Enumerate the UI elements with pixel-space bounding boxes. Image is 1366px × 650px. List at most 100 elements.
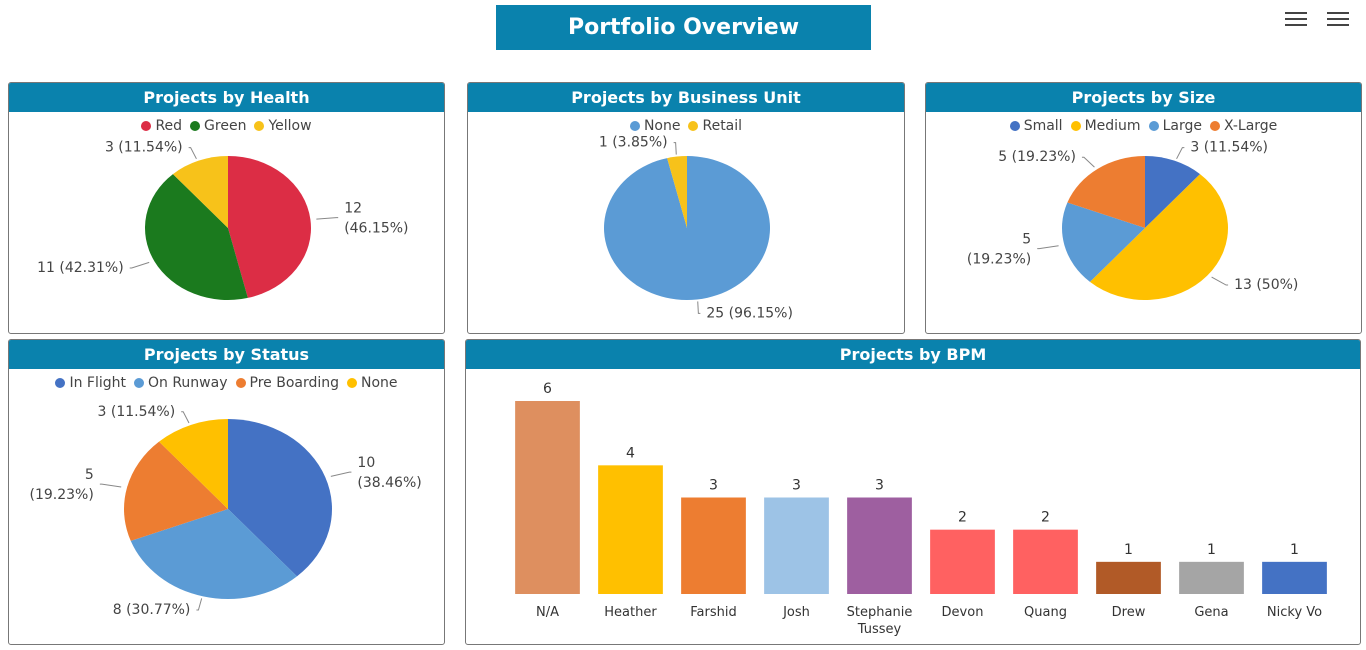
legend-label: Green bbox=[204, 118, 247, 134]
pie-slice-red[interactable] bbox=[228, 156, 311, 298]
bar-chart: 6 N/A 4 Heather 3 Farshid 3 Josh 3 Stephanie Tusse… bbox=[515, 381, 1327, 637]
menu-icon[interactable] bbox=[1285, 12, 1307, 28]
pie-slice-yellow[interactable] bbox=[172, 156, 228, 228]
leader-line bbox=[1211, 276, 1229, 286]
bar-drew[interactable] bbox=[1096, 561, 1161, 594]
legend-marker bbox=[141, 121, 152, 131]
bar-quang[interactable] bbox=[1013, 529, 1078, 594]
legend-item-none[interactable]: None bbox=[347, 375, 398, 391]
data-label: 3 (11.54%) bbox=[98, 404, 176, 420]
bar-value-label: 6 bbox=[543, 381, 552, 397]
legend-item-pre-boarding[interactable]: Pre Boarding bbox=[235, 375, 340, 391]
leader-line bbox=[188, 147, 197, 160]
data-label: 3 (11.54%) bbox=[1190, 140, 1268, 156]
legend-label: On Runway bbox=[147, 375, 228, 391]
data-label: 3 (11.54%) bbox=[105, 140, 183, 156]
pie-slice-x-large[interactable] bbox=[1067, 156, 1145, 228]
legend-item-x-large[interactable]: X-Large bbox=[1209, 118, 1278, 134]
legend-marker bbox=[1209, 121, 1220, 131]
pie-slice-none[interactable] bbox=[603, 156, 770, 300]
legend-marker bbox=[55, 378, 66, 388]
data-label: 8 (30.77%) bbox=[113, 602, 191, 618]
legend-marker bbox=[254, 121, 265, 131]
legend-marker bbox=[347, 378, 358, 388]
x-tick-label: Devon bbox=[942, 605, 984, 620]
pie-slice-on-runway[interactable] bbox=[130, 509, 297, 599]
legend-label: X-Large bbox=[1223, 118, 1278, 134]
legend-item-yellow[interactable]: Yellow bbox=[254, 118, 312, 134]
data-label: (19.23%) bbox=[967, 252, 1031, 268]
bar-nicky-vo[interactable] bbox=[1262, 561, 1327, 594]
leader-line bbox=[99, 483, 122, 488]
legend-item-large[interactable]: Large bbox=[1148, 118, 1202, 134]
leader-line bbox=[129, 261, 150, 269]
panel-title: Projects by BPM bbox=[466, 340, 1360, 369]
x-tick-label: Farshid bbox=[690, 605, 736, 620]
legend-marker bbox=[235, 378, 246, 388]
pie-slice-large[interactable] bbox=[1062, 202, 1145, 282]
pie-slice-green[interactable] bbox=[145, 174, 248, 300]
pie-chart: 25 (96.15%) 1 (3.85%) bbox=[599, 135, 793, 322]
data-label: 11 (42.31%) bbox=[37, 260, 124, 276]
leader-line bbox=[196, 598, 203, 611]
legend-item-red[interactable]: Red bbox=[141, 118, 182, 134]
x-tick-label: Tussey bbox=[857, 622, 902, 637]
leader-line bbox=[330, 471, 352, 477]
data-label: (19.23%) bbox=[30, 487, 94, 503]
legend-label: In Flight bbox=[69, 375, 126, 391]
bar-devon[interactable] bbox=[930, 529, 995, 594]
pie-slice-medium[interactable] bbox=[1089, 174, 1228, 300]
pie-slice-retail[interactable] bbox=[667, 156, 687, 228]
page-title: Portfolio Overview bbox=[496, 5, 871, 50]
legend-item-on-runway[interactable]: On Runway bbox=[133, 375, 228, 391]
legend-label: Small bbox=[1023, 118, 1063, 134]
legend-marker bbox=[1148, 121, 1159, 131]
chart-legend: Small Medium Large X-Large bbox=[926, 118, 1361, 134]
bar-josh[interactable] bbox=[764, 497, 829, 595]
legend-item-small[interactable]: Small bbox=[1009, 118, 1063, 134]
legend-label: None bbox=[361, 375, 398, 391]
menu-icon[interactable] bbox=[1327, 12, 1349, 28]
panel-title: Projects by Business Unit bbox=[468, 83, 904, 112]
bpm-chart-panel: Projects by BPM 6 N/A 4 Heather 3 Farshid 3 Jos… bbox=[465, 339, 1361, 645]
x-tick-label: Gena bbox=[1194, 605, 1228, 620]
legend-item-retail[interactable]: Retail bbox=[688, 118, 742, 134]
legend-marker bbox=[688, 121, 699, 131]
bar-farshid[interactable] bbox=[681, 497, 746, 595]
leader-line bbox=[316, 217, 339, 220]
bar-gena[interactable] bbox=[1179, 561, 1244, 594]
panel-title: Projects by Size bbox=[926, 83, 1361, 112]
legend-marker bbox=[190, 121, 201, 131]
legend-label: Retail bbox=[702, 118, 743, 134]
legend-item-in-flight[interactable]: In Flight bbox=[55, 375, 126, 391]
legend-item-medium[interactable]: Medium bbox=[1070, 118, 1141, 134]
panel-title: Projects by Status bbox=[9, 340, 444, 369]
pie-slice-pre-boarding[interactable] bbox=[124, 441, 228, 541]
health-chart-panel: Projects by Health Red Green Yellow 12 (46.… bbox=[8, 82, 445, 334]
x-tick-label: Nicky Vo bbox=[1267, 605, 1322, 620]
pie-slice-none[interactable] bbox=[159, 419, 228, 509]
data-label: (46.15%) bbox=[344, 221, 408, 237]
bar-value-label: 1 bbox=[1207, 542, 1216, 558]
legend-label: None bbox=[643, 118, 681, 134]
pie-chart: 12 (46.15%) 11 (42.31%) 3 (11.54%) bbox=[37, 140, 409, 300]
pie-slice-small[interactable] bbox=[1145, 156, 1201, 228]
leader-line bbox=[697, 301, 701, 314]
bar-value-label: 4 bbox=[626, 445, 635, 461]
legend-item-none[interactable]: None bbox=[629, 118, 681, 134]
pie-slice-in-flight[interactable] bbox=[228, 419, 332, 577]
leader-line bbox=[1037, 245, 1059, 250]
data-label: 5 bbox=[85, 467, 94, 483]
panel-title: Projects by Health bbox=[9, 83, 444, 112]
bar-n-a[interactable] bbox=[515, 401, 580, 594]
data-label: 12 bbox=[344, 201, 362, 217]
legend-item-green[interactable]: Green bbox=[190, 118, 246, 134]
bar-value-label: 1 bbox=[1124, 542, 1133, 558]
legend-label: Pre Boarding bbox=[249, 375, 340, 391]
bar-value-label: 2 bbox=[958, 510, 967, 526]
bar-value-label: 3 bbox=[875, 478, 884, 494]
bar-stephanie-tussey[interactable] bbox=[847, 497, 912, 595]
legend-label: Yellow bbox=[268, 118, 312, 134]
bar-heather[interactable] bbox=[598, 465, 663, 594]
leader-line bbox=[1081, 156, 1095, 168]
